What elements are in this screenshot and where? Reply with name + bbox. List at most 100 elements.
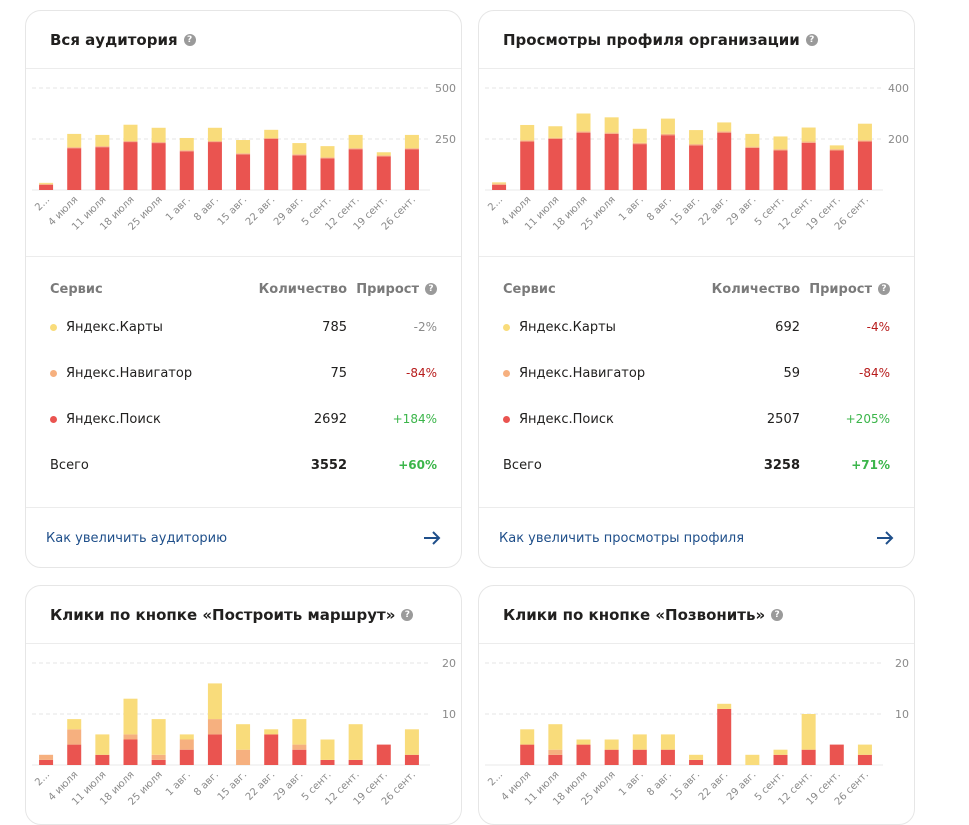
bar-segment bbox=[576, 131, 591, 133]
bar-segment bbox=[320, 158, 335, 190]
header-service: Сервис bbox=[503, 281, 556, 297]
bar-segment bbox=[95, 754, 110, 765]
bar-segment bbox=[660, 118, 675, 134]
bar-segment bbox=[404, 754, 419, 765]
bar-segment bbox=[404, 149, 419, 190]
bar-segment bbox=[236, 749, 251, 765]
x-tick-label: 22 авг. bbox=[244, 194, 277, 227]
divider bbox=[26, 256, 461, 257]
header-growth: Прирост? bbox=[347, 282, 437, 297]
service-name: Яндекс.Поиск bbox=[519, 411, 614, 427]
service-name: Яндекс.Навигатор bbox=[519, 365, 646, 381]
bar-segment bbox=[67, 147, 82, 149]
total-row: Всего 3258 +71% bbox=[503, 455, 890, 475]
divider bbox=[479, 68, 914, 69]
audience-card: Вся аудитория ? 250 500 2... 4 июля 11 июля 1… bbox=[25, 10, 462, 568]
bar-segment bbox=[604, 749, 619, 765]
bar-segment bbox=[292, 154, 307, 156]
service-cell: Яндекс.Поиск bbox=[50, 412, 227, 427]
help-icon[interactable]: ? bbox=[425, 283, 437, 295]
table-row: Яндекс.Карты 785 -2% bbox=[50, 317, 437, 337]
growth-cell: -84% bbox=[405, 366, 437, 380]
divider bbox=[26, 68, 461, 69]
bar-segment bbox=[520, 729, 535, 745]
total-growth: +71% bbox=[851, 458, 890, 472]
bar-segment bbox=[179, 150, 194, 152]
profile-views-card: Просмотры профиля организации ? 200 400 2.… bbox=[478, 10, 915, 568]
arrow-right-icon[interactable] bbox=[423, 531, 441, 545]
help-icon[interactable]: ? bbox=[771, 609, 784, 621]
increase-profile-views-link[interactable]: Как увеличить просмотры профиля bbox=[499, 527, 894, 549]
bar-segment bbox=[604, 132, 619, 134]
bar-segment bbox=[604, 117, 619, 133]
bar-segment bbox=[123, 698, 138, 735]
bar-segment bbox=[236, 140, 251, 154]
count-cell: 2692 bbox=[313, 411, 347, 427]
x-tick-label: 29 авг. bbox=[272, 194, 305, 227]
x-tick-label: 22 авг. bbox=[697, 769, 730, 802]
bar-segment bbox=[207, 719, 222, 735]
help-icon[interactable]: ? bbox=[401, 609, 414, 621]
x-tick-label: 22 авг. bbox=[697, 194, 730, 227]
help-icon[interactable]: ? bbox=[183, 34, 196, 46]
bar-segment bbox=[829, 744, 844, 765]
service-name: Яндекс.Карты bbox=[66, 319, 163, 335]
bar-segment bbox=[67, 133, 82, 148]
bar-segment bbox=[376, 152, 391, 156]
bar-segment bbox=[207, 127, 222, 142]
bar-segment bbox=[207, 142, 222, 190]
increase-audience-link[interactable]: Как увеличить аудиторию bbox=[46, 527, 441, 549]
y-tick-label: 250 bbox=[435, 133, 456, 146]
bar-segment bbox=[745, 147, 760, 190]
bar-segment bbox=[689, 144, 704, 146]
arrow-right-icon[interactable] bbox=[876, 531, 894, 545]
table-header: Сервис Количество Прирост? bbox=[503, 279, 890, 299]
header-count: Количество bbox=[711, 281, 800, 297]
bar-segment bbox=[773, 754, 788, 765]
total-growth: +60% bbox=[398, 458, 437, 472]
header-count: Количество bbox=[258, 281, 347, 297]
x-tick-label: 1 авг. bbox=[164, 769, 193, 798]
bar-segment bbox=[660, 135, 675, 190]
bar-segment bbox=[264, 139, 279, 190]
maps-dot-icon bbox=[503, 323, 510, 331]
bar-segment bbox=[264, 129, 279, 138]
bar-segment bbox=[717, 703, 732, 709]
bar-segment bbox=[123, 142, 138, 190]
bar-segment bbox=[151, 719, 166, 755]
bar-segment bbox=[576, 744, 591, 765]
help-icon[interactable]: ? bbox=[878, 283, 890, 295]
navigator-dot-icon bbox=[50, 369, 57, 377]
link-text[interactable]: Как увеличить просмотры профиля bbox=[499, 530, 745, 546]
help-icon[interactable]: ? bbox=[805, 34, 818, 46]
header-growth-label: Прирост bbox=[809, 281, 872, 297]
y-tick-label: 20 bbox=[895, 657, 909, 670]
service-name: Яндекс.Навигатор bbox=[66, 365, 193, 381]
count-cell: 785 bbox=[322, 319, 347, 335]
bar-segment bbox=[179, 151, 194, 190]
count-cell: 2507 bbox=[766, 411, 800, 427]
x-tick-label: 2... bbox=[33, 194, 52, 213]
card-title: Клики по кнопке «Позвонить» ? bbox=[503, 606, 784, 624]
bar-segment bbox=[632, 128, 647, 143]
bar-segment bbox=[320, 146, 335, 158]
x-tick-label: 15 авг. bbox=[669, 769, 702, 802]
link-text[interactable]: Как увеличить аудиторию bbox=[46, 530, 228, 546]
bar-segment bbox=[123, 734, 138, 740]
service-cell: Яндекс.Навигатор bbox=[50, 366, 227, 381]
divider bbox=[26, 507, 461, 508]
bar-segment bbox=[548, 754, 563, 765]
bar-segment bbox=[801, 141, 816, 143]
y-tick-label: 10 bbox=[442, 708, 456, 721]
bar-segment bbox=[404, 134, 419, 149]
bar-segment bbox=[745, 133, 760, 147]
bar-segment bbox=[39, 184, 54, 190]
card-title: Просмотры профиля организации ? bbox=[503, 31, 818, 49]
search-dot-icon bbox=[50, 415, 57, 423]
service-cell: Яндекс.Карты bbox=[503, 320, 680, 335]
bar-segment bbox=[67, 729, 82, 745]
